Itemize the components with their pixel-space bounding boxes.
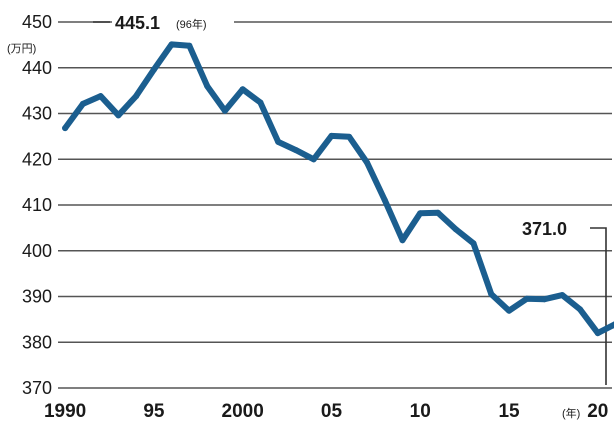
data-point bbox=[577, 306, 584, 313]
data-point bbox=[523, 295, 530, 302]
last-annotation-leader bbox=[590, 227, 607, 385]
gridlines bbox=[58, 21, 612, 389]
y-tick-label: 430 bbox=[22, 104, 52, 124]
x-tick-label: 1990 bbox=[44, 401, 86, 422]
data-point bbox=[488, 291, 495, 298]
peak-annotation-value: 445.1 bbox=[115, 13, 160, 33]
data-point bbox=[275, 138, 282, 145]
data-point bbox=[417, 210, 424, 217]
data-point bbox=[97, 93, 104, 100]
y-tick-label: 390 bbox=[22, 287, 52, 307]
data-point bbox=[328, 132, 335, 139]
data-point bbox=[399, 237, 406, 244]
data-point bbox=[434, 209, 441, 216]
data-points bbox=[62, 41, 614, 337]
x-tick-label: 20 bbox=[587, 401, 608, 422]
data-point bbox=[115, 112, 122, 119]
data-point bbox=[381, 196, 388, 203]
data-point bbox=[541, 296, 548, 303]
y-axis-unit: (万円) bbox=[7, 43, 36, 55]
data-point bbox=[150, 66, 157, 73]
y-tick-label: 440 bbox=[22, 58, 52, 78]
data-point bbox=[62, 125, 69, 132]
data-point bbox=[292, 147, 299, 154]
last-annotation-value: 371.0 bbox=[522, 219, 567, 239]
y-tick-label: 450 bbox=[22, 12, 52, 32]
data-point bbox=[506, 307, 513, 314]
data-point bbox=[221, 107, 228, 114]
data-point bbox=[79, 100, 86, 107]
y-tick-label: 410 bbox=[22, 195, 52, 215]
x-axis-ticks: 1990 95 2000 05 10 15 20 bbox=[44, 401, 608, 422]
y-tick-label: 420 bbox=[22, 149, 52, 169]
data-point bbox=[204, 83, 211, 90]
data-point bbox=[452, 226, 459, 233]
data-point bbox=[559, 292, 566, 299]
peak-annotation-year: (96年) bbox=[176, 17, 207, 31]
data-point bbox=[594, 330, 601, 337]
x-axis-unit: (年) bbox=[562, 406, 580, 420]
peak-annotation-mask bbox=[112, 10, 234, 34]
data-point bbox=[363, 159, 370, 166]
y-axis-ticks: 370 380 390 400 410 420 430 440 450 bbox=[22, 12, 52, 398]
x-tick-label: 2000 bbox=[222, 401, 264, 422]
data-point bbox=[310, 156, 317, 163]
y-tick-label: 400 bbox=[22, 241, 52, 261]
y-tick-label: 380 bbox=[22, 332, 52, 352]
data-point bbox=[470, 240, 477, 247]
x-tick-label: 15 bbox=[498, 401, 520, 422]
x-tick-label: 95 bbox=[143, 401, 165, 422]
y-tick-label: 370 bbox=[22, 378, 52, 398]
data-point bbox=[168, 41, 175, 48]
last-annotation-mask bbox=[520, 218, 602, 240]
data-point bbox=[186, 42, 193, 49]
x-tick-label: 10 bbox=[410, 401, 431, 422]
data-point bbox=[133, 93, 140, 100]
data-point bbox=[257, 99, 264, 106]
x-tick-label: 05 bbox=[321, 401, 343, 422]
data-point bbox=[239, 86, 246, 93]
series-line bbox=[62, 41, 614, 337]
data-point bbox=[346, 133, 353, 140]
